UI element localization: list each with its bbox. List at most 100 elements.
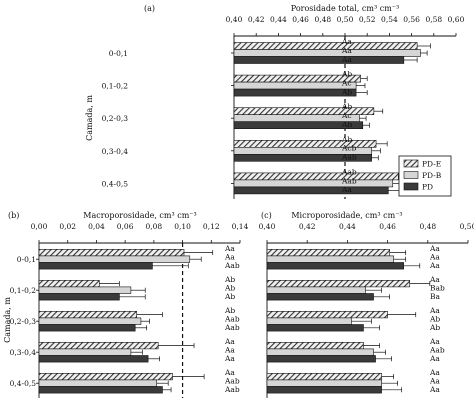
significance-letter: Aa: [429, 385, 440, 394]
x-tick-label: 0,48: [419, 222, 436, 231]
bar-pd-b: [266, 255, 394, 263]
x-tick-label: 0,02: [59, 222, 76, 231]
category-label: 0,3-0,4: [102, 147, 129, 156]
significance-letter: Aa: [429, 244, 440, 253]
significance-letter: Acb: [341, 144, 357, 153]
significance-letter: Ab: [429, 323, 440, 332]
bar-pd: [38, 386, 163, 394]
legend-swatch-pd-e: [403, 159, 419, 168]
significance-letter: Aab: [224, 261, 240, 270]
legend-label: PD-E: [422, 160, 441, 169]
bar-pd-b: [266, 317, 352, 325]
significance-letter: Aab: [341, 176, 357, 185]
legend-label: PD: [422, 183, 433, 192]
significance-letter: Aa: [224, 337, 235, 346]
panel-label: (a): [144, 4, 155, 13]
bar-pd-e: [38, 310, 137, 319]
bar-pd: [266, 324, 364, 332]
bar-pd: [266, 355, 376, 363]
category-label: 0,1-0,2: [102, 82, 129, 91]
significance-letter: Aab: [224, 315, 240, 324]
x-tick-label: 0,58: [425, 15, 442, 24]
bar-pd-b: [266, 348, 374, 356]
significance-letter: Aa: [224, 346, 235, 355]
bar-pd-b: [38, 255, 191, 263]
x-tick-label: 0,04: [88, 222, 105, 231]
x-axis-title: Microporosidade, cm³ cm⁻³: [291, 211, 402, 220]
significance-letter: Ab: [341, 120, 352, 129]
x-tick-label: 0,08: [146, 222, 163, 231]
x-tick-label: 0,14: [232, 222, 249, 231]
bar-pd: [233, 186, 389, 195]
panel-b: (b) Macroporosidade, cm³ cm⁻³ 0,00 0,02 0,04…: [3, 211, 249, 398]
significance-letter: Aa: [224, 244, 235, 253]
bar-pd: [233, 56, 405, 64]
bar-pd-b: [38, 286, 132, 294]
x-tick-label: 0,54: [381, 15, 398, 24]
significance-letter: Ab: [224, 275, 235, 284]
bar-pd: [266, 293, 374, 301]
x-tick-label: 0,48: [314, 15, 331, 24]
significance-letter: Aa: [429, 368, 440, 377]
bar-pd-b: [266, 286, 366, 294]
significance-letter: Aa: [224, 354, 235, 363]
category-label: 0,2-0,3: [102, 114, 129, 123]
x-tick-label: 0,42: [248, 15, 265, 24]
bar-pd: [38, 355, 149, 363]
legend: PD-E PD-B PD: [398, 155, 452, 197]
bar-pd-e: [38, 279, 100, 288]
legend-label: PD-B: [422, 171, 442, 180]
bar-pd-e: [266, 310, 388, 319]
x-tick-label: 0,50: [460, 222, 474, 231]
x-tick-label: 0,56: [403, 15, 420, 24]
panel-a: (a) Porosidade total, cm³ cm⁻³ 0,40 0,42 0,4…: [85, 4, 465, 199]
significance-letter: Aab: [224, 323, 240, 332]
y-axis-title: Camada, m: [85, 95, 94, 141]
significance-letter: Aa: [429, 275, 440, 284]
x-tick-label: 0,60: [448, 15, 465, 24]
significance-letter: Aa: [224, 253, 235, 262]
significance-letter: Aa: [429, 377, 440, 386]
significance-letter: Ac: [341, 79, 352, 88]
significance-letter: Bab: [430, 284, 445, 293]
significance-letter: Ab: [341, 70, 352, 79]
bar-pd-b: [266, 379, 382, 387]
significance-letter: Aab: [224, 377, 240, 386]
x-tick-label: 0,06: [117, 222, 134, 231]
panel-c: (c) Microporosidade, cm³ cm⁻³ 0,40 0,42 0,44…: [259, 211, 474, 398]
x-tick-label: 0,52: [359, 15, 376, 24]
bar-pd-e: [233, 107, 375, 115]
bar-pd-b: [233, 49, 421, 57]
significance-letter: Ab: [429, 315, 440, 324]
category-label: 0-0,1: [17, 255, 36, 264]
category-label: 0,3-0,4: [10, 348, 37, 357]
panel-label: (b): [8, 211, 19, 220]
bar-pd-e: [266, 372, 382, 381]
x-tick-label: 0,00: [31, 222, 48, 231]
bar-pd-e: [38, 372, 173, 381]
bar-pd-e: [266, 279, 411, 288]
significance-letter: Ab: [341, 135, 352, 144]
legend-swatch-pd: [403, 182, 419, 191]
x-tick-label: 0,44: [270, 15, 287, 24]
significance-letter: Ba: [430, 292, 441, 301]
bar-pd-e: [233, 42, 418, 50]
bar-pd-e: [266, 341, 364, 350]
significance-letter: Aa: [341, 55, 352, 64]
significance-letter: Ab: [224, 284, 235, 293]
category-label: 0,4-0,5: [10, 379, 37, 388]
category-label: 0,4-0,5: [102, 179, 129, 188]
y-axis-title: Camada, m: [3, 297, 12, 343]
significance-letter: Aa: [341, 46, 352, 55]
bar-pd: [38, 262, 153, 270]
significance-letter: Aab: [429, 346, 445, 355]
x-tick-label: 0,42: [299, 222, 316, 231]
significance-letter: Aa: [429, 261, 440, 270]
bar-pd-b: [233, 114, 360, 122]
significance-letter: Aab: [341, 153, 357, 162]
x-tick-label: 0,12: [203, 222, 220, 231]
x-tick-label: 0,46: [379, 222, 396, 231]
significance-letter: Aa: [429, 354, 440, 363]
significance-letter: Aab: [224, 385, 240, 394]
